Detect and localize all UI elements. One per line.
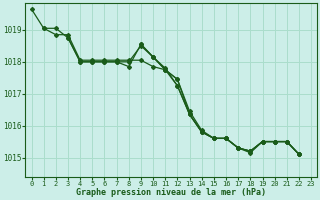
- X-axis label: Graphe pression niveau de la mer (hPa): Graphe pression niveau de la mer (hPa): [76, 188, 266, 197]
